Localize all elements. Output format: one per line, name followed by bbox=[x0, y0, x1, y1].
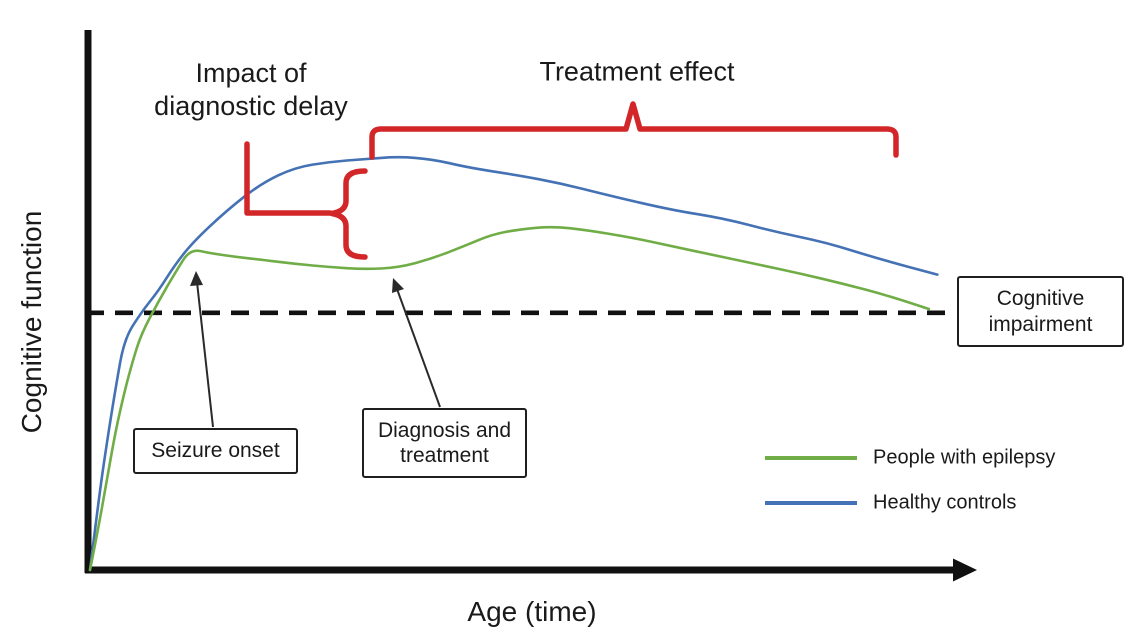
treatment-effect-bracket-icon bbox=[369, 101, 899, 160]
treatment-effect-title: Treatment effect bbox=[539, 56, 735, 87]
legend-label-controls: Healthy controls bbox=[873, 491, 1017, 514]
diagnostic-delay-connector bbox=[244, 141, 333, 216]
diagnostic-delay-brace-icon bbox=[329, 168, 368, 260]
diagnosis-arrowhead-icon bbox=[392, 278, 404, 293]
cognitive-impairment-callout: Cognitive impairment bbox=[957, 276, 1124, 347]
seizure-onset-arrow bbox=[196, 281, 214, 428]
y-axis-label: Cognitive function bbox=[16, 210, 47, 434]
x-axis-label: Age (time) bbox=[467, 596, 597, 627]
x-axis-arrowhead-icon bbox=[953, 558, 977, 582]
seizure-onset-callout: Seizure onset bbox=[133, 428, 298, 474]
epilepsy-curve bbox=[88, 225, 931, 572]
healthy-controls-curve bbox=[88, 155, 939, 572]
diagnostic-delay-title: Impact of diagnostic delay bbox=[154, 58, 348, 121]
diagnosis-arrow bbox=[396, 288, 441, 408]
seizure-onset-arrowhead-icon bbox=[190, 271, 203, 286]
legend-label-epilepsy: People with epilepsy bbox=[873, 446, 1056, 469]
diagnosis-treatment-callout: Diagnosis and treatment bbox=[362, 408, 527, 478]
